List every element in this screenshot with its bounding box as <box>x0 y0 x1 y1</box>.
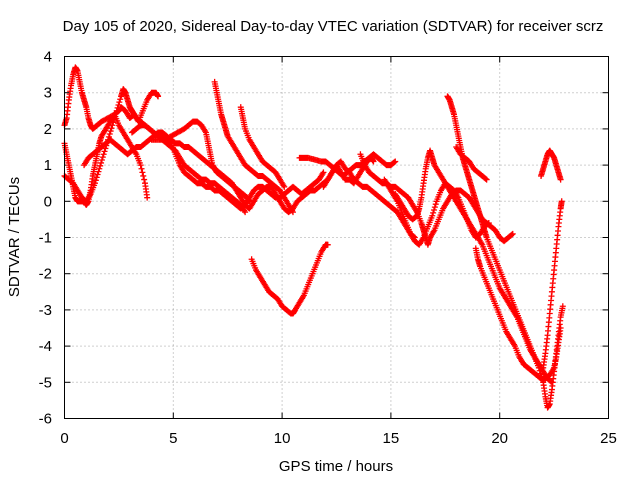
data-point <box>138 165 145 172</box>
data-point <box>97 162 104 169</box>
y-tick-label: -6 <box>39 411 52 428</box>
y-tick-label: -3 <box>39 302 52 319</box>
data-point <box>141 176 148 183</box>
data-point <box>281 183 288 190</box>
data-point <box>482 175 489 182</box>
x-tick-label: 20 <box>491 430 508 447</box>
data-point <box>91 180 98 187</box>
tick-labels: 0 5 10 15 20 25 -6 -5 -4 -3 -2 -1 0 1 2 3 4 <box>39 49 617 448</box>
data-point <box>95 168 102 175</box>
data-point <box>432 201 439 208</box>
y-tick-label: 4 <box>44 49 52 66</box>
data-point <box>92 177 99 184</box>
series-arc-13 <box>381 176 492 248</box>
y-axis-label: SDTVAR / TECUs <box>6 177 23 297</box>
data-point <box>106 130 113 137</box>
y-tick-label: -1 <box>39 230 52 247</box>
plot-frame <box>64 56 609 419</box>
data-point <box>430 206 437 213</box>
chart-title: Day 105 of 2020, Sidereal Day-to-day VTE… <box>63 18 604 35</box>
data-point <box>483 176 490 183</box>
data-point <box>144 194 151 201</box>
series-arc-19 <box>540 198 565 371</box>
data-point <box>431 204 438 211</box>
data-point <box>289 209 296 216</box>
series-arc-14 <box>392 147 555 386</box>
x-tick-label: 10 <box>274 430 291 447</box>
x-tick-label: 0 <box>60 430 68 447</box>
data-point <box>140 172 147 179</box>
series-arc-06 <box>148 118 253 205</box>
data-point <box>557 176 564 183</box>
data-point <box>107 128 114 135</box>
data-point <box>536 367 543 374</box>
y-tick-label: -4 <box>39 338 52 355</box>
data-point <box>430 209 437 216</box>
data-point <box>115 102 122 109</box>
data-point <box>109 122 116 129</box>
data-point <box>246 198 253 205</box>
data-point <box>94 171 101 178</box>
data-point <box>320 169 327 176</box>
series-arc-18 <box>538 147 564 183</box>
x-tick-label: 25 <box>600 430 617 447</box>
data-point <box>96 165 103 172</box>
series-arc-10 <box>296 151 399 179</box>
data-point <box>392 158 399 165</box>
data-point <box>370 158 377 165</box>
series-arc-01 <box>61 64 151 201</box>
y-tick-label: 1 <box>44 157 52 174</box>
series-arc-16 <box>453 144 490 183</box>
grid-lines <box>64 56 609 419</box>
y-tick-label: -5 <box>39 374 52 391</box>
y-tick-label: -2 <box>39 266 52 283</box>
data-point <box>99 154 106 161</box>
data-point <box>559 303 566 310</box>
data-point <box>484 220 491 227</box>
series-arc-17 <box>472 245 564 382</box>
x-tick-label: 15 <box>383 430 400 447</box>
data-point <box>324 241 331 248</box>
series-arc-07 <box>211 78 296 216</box>
series-arc-15 <box>444 93 566 411</box>
data-point <box>139 169 146 176</box>
data-point <box>112 110 119 117</box>
data-point <box>508 231 515 238</box>
y-tick-label: 2 <box>44 121 52 138</box>
data-point <box>110 119 117 126</box>
x-axis-label: GPS time / hours <box>279 458 393 475</box>
data-point <box>391 159 398 166</box>
data-point <box>485 220 492 227</box>
data-point <box>111 116 118 123</box>
data-point <box>137 162 144 169</box>
data-point <box>116 99 123 106</box>
data-point <box>114 104 121 111</box>
data-point <box>101 148 108 155</box>
data-point <box>429 212 436 219</box>
data-point <box>155 93 162 100</box>
x-tick-label: 5 <box>169 430 177 447</box>
data-point <box>108 125 115 132</box>
data-point <box>93 174 100 181</box>
y-tick-label: 3 <box>44 85 52 102</box>
series-arc-04 <box>81 129 327 212</box>
series-arc-08 <box>237 104 288 190</box>
data-point <box>98 159 105 166</box>
data-point <box>100 151 107 158</box>
data-point <box>111 113 118 120</box>
data-point <box>113 107 120 114</box>
data-points <box>61 64 566 411</box>
data-point <box>558 198 565 205</box>
series-arc-09 <box>248 241 331 317</box>
data-point <box>242 209 249 216</box>
y-tick-label: 0 <box>44 193 52 210</box>
data-point <box>117 96 124 103</box>
data-point <box>98 157 105 164</box>
data-point <box>509 230 516 237</box>
data-point <box>557 325 564 331</box>
